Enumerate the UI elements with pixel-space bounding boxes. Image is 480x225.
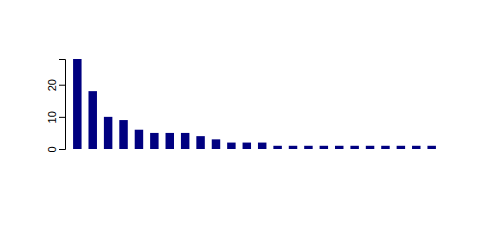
bar [335, 146, 343, 149]
bar [397, 146, 405, 149]
plot-area [73, 59, 436, 149]
bar [289, 146, 297, 149]
y-tick-label: 10 [46, 111, 58, 123]
bar [88, 91, 96, 149]
bar [150, 133, 158, 149]
bar [412, 146, 420, 149]
bar [227, 143, 235, 149]
y-tick: 0 [46, 146, 65, 152]
bar [350, 146, 358, 149]
bar [212, 139, 220, 149]
bar [381, 146, 389, 149]
y-tick-mark [59, 117, 65, 118]
bar [243, 143, 251, 149]
chart: 0 10 20 [0, 0, 480, 225]
y-tick: 20 [46, 79, 65, 91]
y-tick-mark [59, 149, 65, 150]
bar [304, 146, 312, 149]
y-tick-label: 0 [46, 146, 58, 152]
bar [104, 117, 112, 149]
bar [366, 146, 374, 149]
y-tick-mark [59, 85, 65, 86]
bar [166, 133, 174, 149]
bar [119, 120, 127, 149]
bar [427, 146, 435, 149]
bar [273, 146, 281, 149]
bar [135, 130, 143, 149]
y-axis-line [59, 60, 66, 150]
bar [196, 136, 204, 149]
y-tick-label: 20 [46, 79, 58, 91]
y-axis: 0 10 20 [46, 60, 66, 153]
bar [73, 59, 81, 149]
bar [258, 143, 266, 149]
y-tick: 10 [46, 111, 65, 123]
bar [181, 133, 189, 149]
bar [320, 146, 328, 149]
